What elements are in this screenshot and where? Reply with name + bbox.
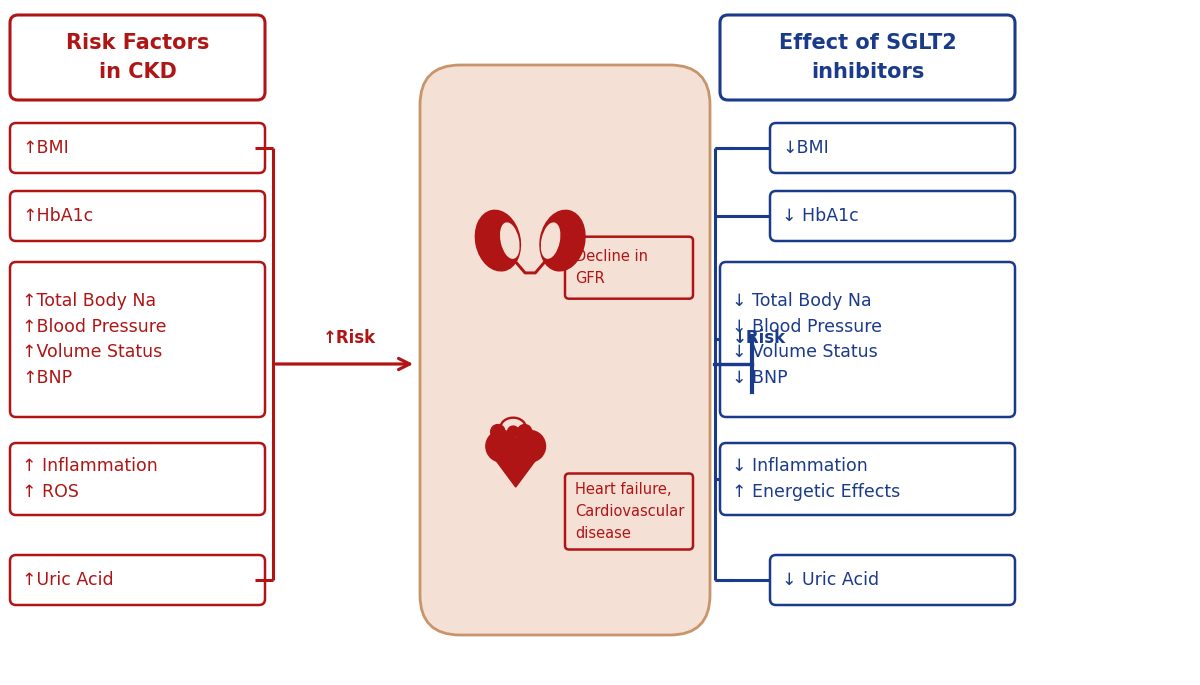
Text: ↓Risk: ↓Risk xyxy=(732,329,786,347)
Text: Risk Factors
in CKD: Risk Factors in CKD xyxy=(66,33,209,82)
Polygon shape xyxy=(486,447,545,487)
FancyBboxPatch shape xyxy=(420,65,710,635)
Circle shape xyxy=(514,430,546,462)
Text: ↑Risk: ↑Risk xyxy=(323,329,376,347)
Text: ↓ Uric Acid: ↓ Uric Acid xyxy=(782,571,880,589)
FancyBboxPatch shape xyxy=(565,473,694,549)
FancyBboxPatch shape xyxy=(720,262,1015,417)
FancyBboxPatch shape xyxy=(10,191,265,241)
Text: ↓ Total Body Na
↓ Blood Pressure
↓ Volume Status
↓ BNP: ↓ Total Body Na ↓ Blood Pressure ↓ Volum… xyxy=(732,292,882,387)
Text: ↓BMI: ↓BMI xyxy=(782,139,829,157)
Text: ↑HbA1c: ↑HbA1c xyxy=(22,207,94,225)
FancyBboxPatch shape xyxy=(10,123,265,173)
Text: Decline in
GFR: Decline in GFR xyxy=(575,249,648,286)
FancyBboxPatch shape xyxy=(10,443,265,515)
FancyBboxPatch shape xyxy=(720,443,1015,515)
FancyBboxPatch shape xyxy=(565,237,694,299)
FancyBboxPatch shape xyxy=(10,15,265,100)
Circle shape xyxy=(491,425,505,439)
Ellipse shape xyxy=(540,210,586,271)
Text: ↓ Inflammation
↑ Energetic Effects: ↓ Inflammation ↑ Energetic Effects xyxy=(732,457,900,501)
Text: Heart failure,
Cardiovascular
disease: Heart failure, Cardiovascular disease xyxy=(575,482,684,540)
Ellipse shape xyxy=(541,223,559,258)
Circle shape xyxy=(508,426,518,437)
Text: ↑BMI: ↑BMI xyxy=(22,139,68,157)
Text: ↑Uric Acid: ↑Uric Acid xyxy=(22,571,114,589)
Ellipse shape xyxy=(500,223,518,258)
Text: ↓ HbA1c: ↓ HbA1c xyxy=(782,207,859,225)
FancyBboxPatch shape xyxy=(770,555,1015,605)
FancyBboxPatch shape xyxy=(10,262,265,417)
Circle shape xyxy=(486,430,517,462)
Circle shape xyxy=(517,425,532,439)
Ellipse shape xyxy=(475,210,521,271)
FancyBboxPatch shape xyxy=(10,555,265,605)
Text: Effect of SGLT2
inhibitors: Effect of SGLT2 inhibitors xyxy=(779,33,956,82)
FancyBboxPatch shape xyxy=(720,15,1015,100)
FancyBboxPatch shape xyxy=(770,191,1015,241)
Text: ↑ Inflammation
↑ ROS: ↑ Inflammation ↑ ROS xyxy=(22,457,157,501)
Text: ↑Total Body Na
↑Blood Pressure
↑Volume Status
↑BNP: ↑Total Body Na ↑Blood Pressure ↑Volume S… xyxy=(22,292,167,387)
FancyBboxPatch shape xyxy=(770,123,1015,173)
